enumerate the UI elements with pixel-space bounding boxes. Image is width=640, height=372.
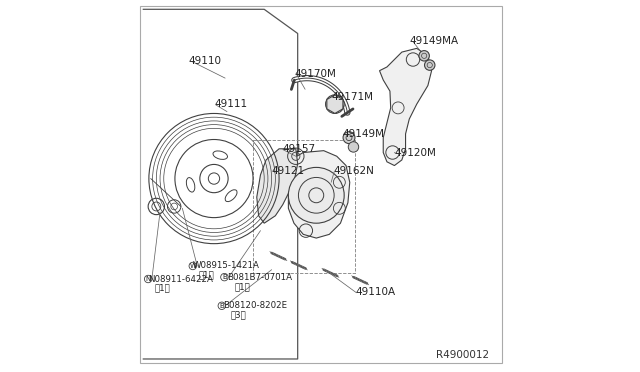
Text: B081B7-0701A: B081B7-0701A <box>227 273 292 282</box>
Circle shape <box>343 132 355 144</box>
Text: 49149M: 49149M <box>342 129 384 139</box>
Text: N: N <box>145 276 151 282</box>
Polygon shape <box>380 48 431 166</box>
Polygon shape <box>327 95 343 113</box>
Polygon shape <box>257 149 298 223</box>
Text: N08911-6422A: N08911-6422A <box>148 275 213 283</box>
Text: W: W <box>189 263 196 269</box>
Text: （1）: （1） <box>234 282 250 291</box>
Text: （1）: （1） <box>199 271 215 280</box>
Text: 49121: 49121 <box>271 166 305 176</box>
Circle shape <box>424 60 435 70</box>
Text: W08915-1421A: W08915-1421A <box>193 262 260 270</box>
Text: （1）: （1） <box>154 284 170 293</box>
Text: 49149MA: 49149MA <box>410 36 458 46</box>
Text: （3）: （3） <box>231 310 246 319</box>
Text: R4900012: R4900012 <box>436 350 489 360</box>
Text: 49111: 49111 <box>214 99 247 109</box>
Circle shape <box>289 167 344 223</box>
Text: 49162N: 49162N <box>333 166 374 176</box>
Circle shape <box>419 51 429 61</box>
Text: 49157: 49157 <box>282 144 315 154</box>
Text: 49170M: 49170M <box>294 70 336 79</box>
Text: 49110A: 49110A <box>355 287 396 297</box>
Text: B: B <box>222 274 227 280</box>
Polygon shape <box>289 151 349 238</box>
Text: 49171M: 49171M <box>331 92 373 102</box>
Text: 49110: 49110 <box>188 57 221 66</box>
Circle shape <box>348 142 358 152</box>
Text: B: B <box>220 303 224 309</box>
Text: 49120M: 49120M <box>394 148 436 157</box>
Text: B08120-8202E: B08120-8202E <box>223 301 287 310</box>
